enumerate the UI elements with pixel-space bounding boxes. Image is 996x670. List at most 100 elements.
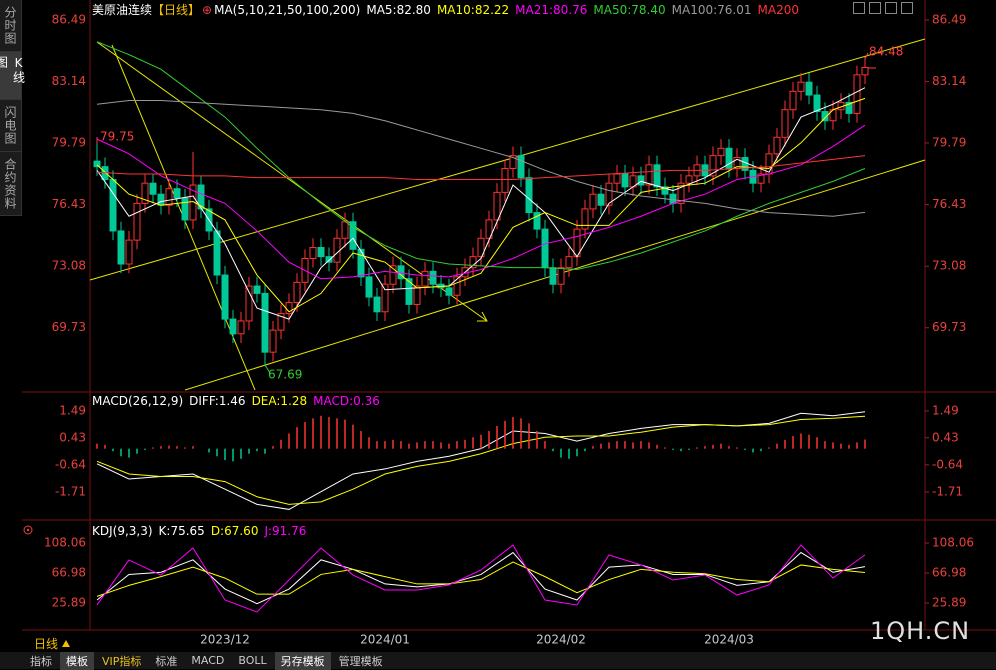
tab[interactable]: 闪电图: [0, 100, 21, 152]
candle-body: [861, 66, 869, 76]
toolbar-button[interactable]: MACD: [191, 654, 225, 667]
toolbar: 指标 模板 VIP指标 标准 MACD BOLL 另存模板 管理模板: [0, 651, 996, 670]
series-line: [96, 544, 866, 613]
toolbar-button[interactable]: 标准: [155, 654, 178, 668]
y-tick-label: 76.43: [52, 197, 86, 211]
series-line: [96, 155, 866, 181]
toolbar-button[interactable]: BOLL: [238, 654, 267, 667]
candle-body: [133, 202, 141, 241]
chart-header: 美原油连续 【日线】 ⊕ MA(5,10,21,50,100,200) MA5:…: [92, 3, 799, 17]
x-tick-label: 2024/02: [536, 633, 586, 647]
y-tick-label: 69.73: [52, 320, 86, 334]
candle-body: [533, 212, 541, 230]
candle-body: [845, 101, 853, 114]
trend-arrow: [477, 311, 488, 322]
candle-body: [645, 164, 653, 186]
annotation-high: 79.75: [100, 130, 134, 144]
toolbar-button[interactable]: 管理模板: [338, 654, 383, 668]
y-tick-label: 69.73: [932, 320, 966, 334]
candle-body: [541, 228, 549, 269]
candle-body: [373, 296, 381, 313]
candle-body: [557, 267, 565, 285]
candle-body: [797, 81, 805, 92]
candle-body: [229, 318, 237, 335]
candle-body: [637, 175, 645, 186]
candle-body: [261, 292, 269, 353]
candle-body: [773, 136, 781, 155]
y-tick-label: 108.06: [932, 535, 974, 549]
candle-body: [621, 173, 629, 188]
candle-body: [421, 270, 429, 287]
candle-body: [605, 182, 613, 206]
legend-entry: MA21:80.76: [515, 3, 588, 17]
candle-body: [333, 237, 341, 263]
candle-body: [685, 175, 693, 184]
window-icons: [853, 2, 913, 14]
candle-body: [141, 182, 149, 204]
candle-body: [581, 208, 589, 230]
tab[interactable]: 合约资料: [0, 152, 21, 216]
y-tick-label: 0.43: [932, 430, 959, 444]
candle-body: [293, 281, 301, 304]
candle-body: [157, 193, 165, 206]
y-tick-label: 108.06: [44, 535, 86, 549]
icon[interactable]: [853, 2, 865, 14]
candle-body: [213, 230, 221, 276]
candle-body: [453, 276, 461, 296]
legend-entry: DIFF:1.46: [189, 394, 246, 408]
candle-body: [189, 184, 197, 221]
candle-body: [813, 94, 821, 113]
period-selector[interactable]: 日线: [34, 635, 71, 652]
chart-header: KDJ(9,3,3) K:75.65 D:67.60 J:91.76: [92, 524, 306, 538]
candle-body: [405, 278, 413, 305]
icon[interactable]: [869, 2, 881, 14]
candle-body: [93, 160, 101, 168]
toolbar-button[interactable]: 另存模板: [274, 651, 331, 670]
kdj-icon: [26, 528, 30, 532]
candle-body: [709, 155, 717, 177]
candle-body: [549, 267, 557, 285]
candle-body: [173, 188, 181, 199]
y-tick-label: 73.08: [52, 259, 86, 273]
candle-body: [381, 283, 389, 313]
candle-body: [349, 221, 357, 250]
icon[interactable]: [901, 2, 913, 14]
candle-body: [493, 191, 501, 221]
y-tick-label: 25.89: [52, 595, 86, 609]
y-tick-label: -0.64: [932, 457, 963, 471]
candle-body: [309, 246, 317, 259]
toolbar-button[interactable]: VIP指标: [102, 654, 142, 668]
candle-body: [117, 230, 125, 265]
candle-body: [325, 256, 333, 263]
candle-body: [429, 270, 437, 285]
candle-body: [509, 155, 517, 170]
candle-body: [677, 182, 685, 204]
y-tick-label: 0.43: [59, 430, 86, 444]
chart-subtitle: 【日线】: [152, 3, 201, 17]
x-tick-label: 2024/03: [704, 633, 754, 647]
series-line: [96, 41, 866, 271]
candle-body: [589, 193, 597, 210]
x-tick-label: 2023/12: [200, 633, 250, 647]
x-tick-label: 2024/01: [360, 633, 410, 647]
annotation-pointer: [264, 364, 271, 374]
candle-body: [525, 177, 533, 214]
candle-body: [277, 313, 285, 331]
candle-body: [317, 246, 325, 258]
toolbar-button[interactable]: 指标: [30, 654, 52, 668]
y-tick-label: 83.14: [932, 74, 966, 88]
legend-entry: MA200: [757, 3, 799, 17]
candle-body: [237, 320, 245, 335]
tab[interactable]: 分时图: [0, 0, 21, 52]
toolbar-button[interactable]: 模板: [60, 651, 94, 670]
candle-body: [165, 188, 173, 206]
dropdown-icon: [62, 640, 71, 647]
icon[interactable]: [885, 2, 897, 14]
tab[interactable]: K线图: [0, 52, 26, 100]
legend-entry: DEA:1.28: [251, 394, 308, 408]
y-tick-label: 76.43: [932, 197, 966, 211]
candle-body: [341, 221, 349, 239]
add-icon[interactable]: ⊕: [202, 3, 213, 17]
series-line: [96, 561, 866, 597]
legend-entry: MA10:82.22: [436, 3, 510, 17]
